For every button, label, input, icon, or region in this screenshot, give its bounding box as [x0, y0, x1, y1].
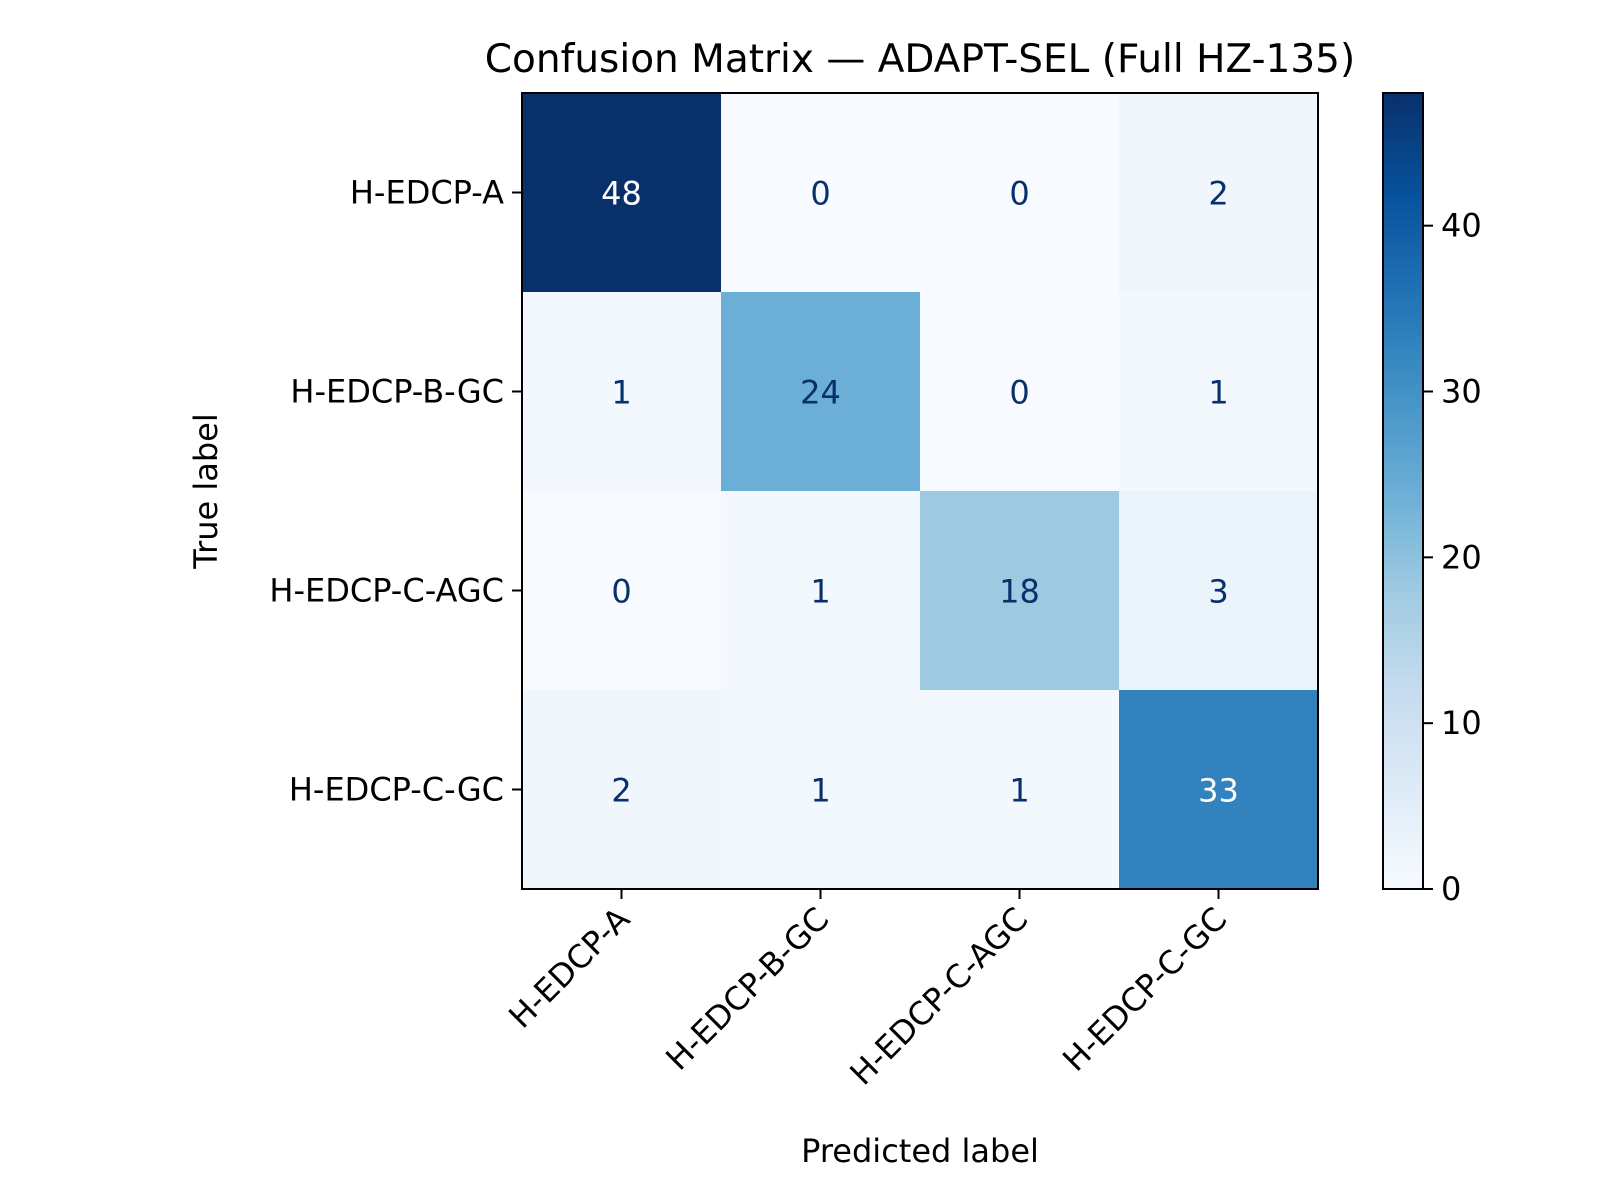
- cell-value-label: 48: [601, 175, 642, 213]
- cell-value-label: 1: [611, 374, 631, 412]
- cell-value-label: 0: [1009, 175, 1029, 213]
- heatmap-cell: [1119, 292, 1319, 492]
- y-tick-label: H-EDCP-B-GC: [290, 373, 504, 411]
- colorbar-tick-label: 20: [1441, 538, 1482, 576]
- cell-value-label: 18: [999, 573, 1040, 611]
- cell-value-label: 1: [1009, 772, 1029, 810]
- heatmap-cell: [920, 93, 1120, 293]
- x-axis-label: Predicted label: [801, 1132, 1039, 1170]
- colorbar-tick-label: 30: [1441, 373, 1482, 411]
- colorbar-tick-label: 40: [1441, 207, 1482, 245]
- colorbar: [1382, 92, 1424, 890]
- cell-value-label: 1: [810, 573, 830, 611]
- plot-frame: [521, 92, 1319, 890]
- heatmap-cell: [522, 292, 722, 492]
- colorbar-tick-label: 10: [1441, 704, 1482, 742]
- cell-value-label: 0: [810, 175, 830, 213]
- colorbar-ticks: 0 10 20 30 40: [1423, 207, 1482, 908]
- heatmap-cells: [522, 93, 1319, 890]
- cell-value-label: 1: [1208, 374, 1228, 412]
- chart-title: Confusion Matrix — ADAPT-SEL (Full HZ-13…: [485, 37, 1355, 82]
- heatmap-cell: [1119, 93, 1319, 293]
- heatmap-cell: [721, 690, 921, 890]
- heatmap-cell: [721, 292, 921, 492]
- heatmap-cell: [1119, 690, 1319, 890]
- y-tick-label: H-EDCP-C-AGC: [269, 572, 504, 610]
- x-axis-ticks: H-EDCP-A H-EDCP-B-GC H-EDCP-C-AGC H-EDCP-C-…: [501, 889, 1234, 1093]
- colorbar-tick-label: 0: [1441, 870, 1461, 908]
- heatmap-cell: [522, 690, 722, 890]
- cell-value-label: 0: [1009, 374, 1029, 412]
- cell-value-label: 2: [1208, 175, 1228, 213]
- heatmap-cell: [721, 93, 921, 293]
- heatmap-cell: [920, 292, 1120, 492]
- heatmap-cell: [920, 491, 1120, 691]
- cell-value-label: 33: [1198, 772, 1239, 810]
- heatmap-cell-labels: 48 0 0 2 1 24 0 1 0 1 18 3 2 1 1 33: [601, 175, 1239, 810]
- x-tick-label: H-EDCP-B-GC: [658, 900, 836, 1078]
- heatmap-cell: [920, 690, 1120, 890]
- y-tick-label: H-EDCP-A: [350, 174, 504, 212]
- cell-value-label: 1: [810, 772, 830, 810]
- cell-value-label: 0: [611, 573, 631, 611]
- x-tick-label: H-EDCP-C-AGC: [842, 900, 1035, 1093]
- y-tick-label: H-EDCP-C-GC: [289, 771, 504, 809]
- x-tick-label: H-EDCP-A: [501, 900, 637, 1036]
- cell-value-label: 3: [1208, 573, 1228, 611]
- y-axis-label: True label: [187, 413, 225, 570]
- heatmap-cell: [522, 491, 722, 691]
- y-axis-ticks: H-EDCP-A H-EDCP-B-GC H-EDCP-C-AGC H-EDCP-C-…: [269, 174, 522, 809]
- cell-value-label: 24: [800, 374, 841, 412]
- heatmap-cell: [1119, 491, 1319, 691]
- cell-value-label: 2: [611, 772, 631, 810]
- heatmap-cell: [721, 491, 921, 691]
- x-tick-label: H-EDCP-C-GC: [1055, 900, 1234, 1079]
- heatmap-cell: [522, 93, 722, 293]
